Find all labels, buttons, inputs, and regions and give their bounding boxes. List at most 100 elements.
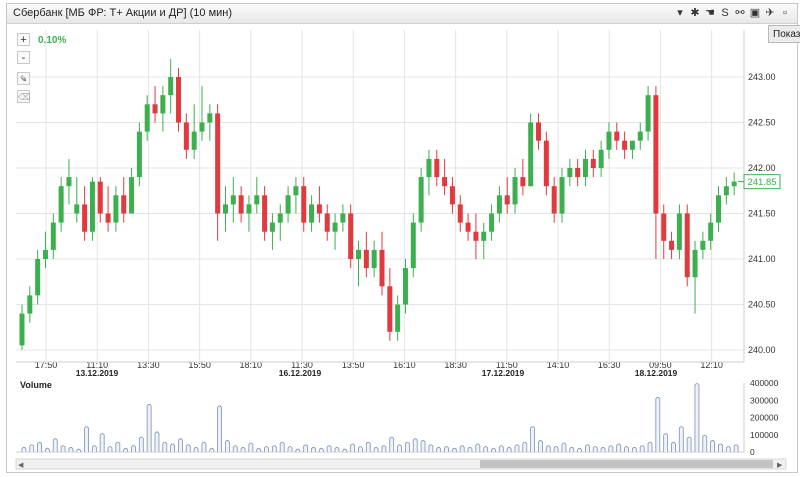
eraser-icon[interactable]: ⌫ <box>17 90 31 103</box>
window-icon[interactable]: ▣ <box>749 7 761 19</box>
volume-bar <box>718 443 723 452</box>
time-tick-label: 16:30 <box>598 360 621 370</box>
candle-body <box>684 213 690 278</box>
last-price-box <box>743 174 781 190</box>
date-label: 16.12.2019 <box>279 368 322 378</box>
volume-tick-label: 400000 <box>750 378 779 388</box>
volume-bar <box>404 441 410 452</box>
candle-body <box>129 177 135 214</box>
volume-bar <box>389 436 395 452</box>
chevron-down-icon[interactable]: ▾ <box>677 7 683 19</box>
volume-bar <box>44 447 50 452</box>
candle-body <box>183 122 189 150</box>
volume-bar <box>209 447 215 452</box>
volume-tick-label: 200000 <box>750 413 779 423</box>
candle-body <box>606 131 612 150</box>
candle-body <box>301 186 307 223</box>
volume-bar <box>467 446 473 452</box>
candle-body <box>144 104 150 132</box>
time-tick-label: 11:50 <box>496 360 518 370</box>
gear-icon[interactable]: ✱ <box>690 7 700 19</box>
candle-body <box>363 249 369 269</box>
date-label: 13.12.2019 <box>76 368 119 378</box>
volume-bar <box>694 383 700 452</box>
candle-body <box>512 177 518 205</box>
volume-bar <box>600 446 606 452</box>
candle-body <box>465 222 471 232</box>
time-tick-label: 15:50 <box>188 360 211 370</box>
volume-bar <box>99 433 105 452</box>
volume-bar <box>436 446 442 452</box>
volume-bar <box>538 440 543 452</box>
candle-body <box>489 213 495 232</box>
candle-body <box>332 222 338 232</box>
candle-body <box>168 77 174 96</box>
pencil-icon[interactable]: ✎ <box>17 72 30 85</box>
volume-bar <box>678 426 684 452</box>
volume-bar <box>52 438 58 452</box>
candle-body <box>543 140 549 187</box>
hand-icon[interactable]: ☚ <box>705 7 715 19</box>
scroll-right-arrow[interactable]: ▶ <box>777 462 783 469</box>
volume-bar <box>624 446 629 452</box>
volume-bar <box>29 444 35 452</box>
volume-bar <box>358 446 363 452</box>
time-tick-label: 12:10 <box>700 360 723 370</box>
volume-bar <box>647 441 653 452</box>
candle-body <box>637 131 643 141</box>
price-tick-label: 240.00 <box>748 345 776 355</box>
volume-bar <box>84 426 89 452</box>
scrollbar-thumb[interactable] <box>480 460 773 468</box>
date-label: 17.12.2019 <box>482 368 525 378</box>
candle-body <box>426 158 432 178</box>
volume-bar <box>584 444 590 452</box>
volume-bar <box>530 426 536 452</box>
candle-body <box>402 268 408 305</box>
volume-bar <box>569 446 575 452</box>
volume-bar <box>115 441 121 452</box>
volume-bar <box>91 445 97 452</box>
candle-body <box>442 177 448 187</box>
candle-body <box>700 240 706 250</box>
close-icon[interactable]: ▫ <box>783 7 787 19</box>
candle-body <box>582 158 588 178</box>
scrollbar-track[interactable] <box>15 458 787 470</box>
candle-body <box>723 186 729 196</box>
s-icon[interactable]: S <box>721 7 729 19</box>
binoculars-icon[interactable]: ⚯ <box>735 7 745 19</box>
time-tick-label: 13:50 <box>342 360 365 370</box>
volume-bar <box>193 446 199 452</box>
candle-body <box>42 249 48 259</box>
zoom-in-button[interactable]: + <box>17 33 30 46</box>
volume-bar <box>185 444 191 452</box>
time-tick-label: 16:10 <box>393 360 416 370</box>
candle-body <box>379 249 385 287</box>
window-title: Сбербанк [МБ ФР: Т+ Акции и ДР] (10 мин) <box>13 7 233 19</box>
volume-bar <box>663 433 669 452</box>
candle-body <box>277 213 283 223</box>
volume-bar <box>459 445 465 452</box>
volume-bar <box>131 445 136 452</box>
title-bar-toolbar: ▾ ✱ ☚ S ⚯ ▣ ✈ ▫ <box>674 6 791 20</box>
volume-bar <box>545 445 551 452</box>
candle-body <box>622 140 628 150</box>
volume-bar <box>381 445 387 452</box>
title-bar[interactable]: Сбербанк [МБ ФР: Т+ Акции и ДР] (10 мин)… <box>7 4 797 24</box>
candle-body <box>191 131 197 150</box>
candle-body <box>293 186 299 196</box>
scroll-left-arrow[interactable]: ◀ <box>18 462 24 469</box>
candle-body <box>536 122 542 141</box>
volume-bar <box>248 442 254 452</box>
candle-body <box>567 168 573 178</box>
volume-bar <box>201 441 207 452</box>
zoom-out-button[interactable]: - <box>17 51 30 64</box>
volume-bar <box>365 441 371 452</box>
candle-body <box>614 131 620 141</box>
volume-bar <box>37 441 42 452</box>
candle-body <box>348 213 354 259</box>
volume-bar <box>60 445 66 452</box>
pin-icon[interactable]: ✈ <box>765 7 775 19</box>
candle-body <box>371 249 377 269</box>
volume-bar <box>21 446 27 452</box>
